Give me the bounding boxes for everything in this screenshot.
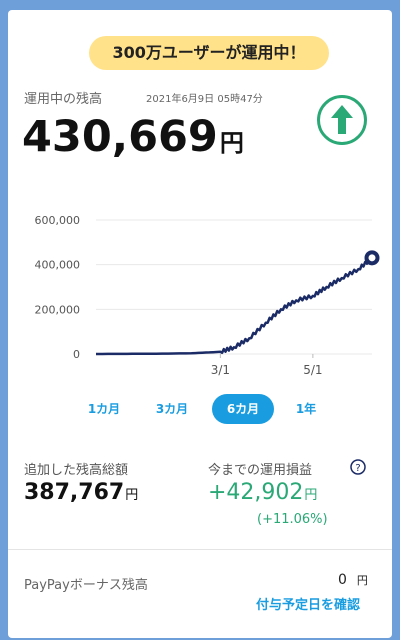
balance-value: 430,669: [22, 112, 218, 162]
chart-x-ticks: 3/1 5/1: [211, 354, 323, 377]
chart-grid: [96, 219, 372, 355]
period-tabs: 1カ月 3カ月 6カ月 1年: [78, 394, 338, 424]
chart-y-ticks: 600,000 400,000 200,000 0: [35, 214, 81, 361]
added-balance-value: 387,767: [24, 480, 125, 505]
y-tick-label: 400,000: [35, 259, 81, 272]
balance-timestamp: 2021年6月9日 05時47分: [146, 94, 263, 105]
bonus-balance-currency: 円: [356, 574, 368, 587]
balance-amount: 430,669円: [22, 112, 244, 162]
balance-label: 運用中の残高: [24, 92, 103, 107]
balance-chart: 600,000 400,000 200,000 0 3/1 5/1: [35, 214, 380, 377]
profit-loss-currency: 円: [304, 488, 318, 503]
x-tick-label: 3/1: [211, 363, 230, 377]
y-tick-label: 200,000: [35, 303, 81, 316]
added-balance-currency: 円: [125, 488, 139, 503]
profit-loss-percent: (+11.06%): [257, 512, 328, 527]
tab-3-months[interactable]: 3カ月: [155, 402, 189, 416]
users-banner: 300万ユーザーが運用中！: [89, 36, 329, 70]
balance-currency: 円: [219, 129, 244, 157]
banner-text: 300万ユーザーが運用中！: [112, 43, 306, 62]
help-icon[interactable]: ?: [350, 459, 366, 475]
investment-card: 300万ユーザーが運用中！ 運用中の残高 2021年6月9日 05時47分 43…: [8, 10, 392, 638]
bonus-balance-value: 0: [338, 572, 347, 588]
divider: [8, 549, 392, 550]
bonus-balance-label: PayPayボーナス残高: [24, 578, 148, 593]
profit-loss-value: +42,902: [208, 480, 304, 505]
added-balance-label: 追加した残高総額: [24, 463, 129, 478]
up-arrow-icon: [317, 95, 367, 145]
profit-loss-amount: +42,902円: [208, 480, 317, 505]
check-grant-date-link[interactable]: 付与予定日を確認: [256, 598, 361, 613]
x-tick-label: 5/1: [303, 363, 322, 377]
added-balance-amount: 387,767円: [24, 480, 138, 505]
tab-6-months[interactable]: 6カ月: [212, 394, 274, 424]
svg-text:?: ?: [355, 463, 360, 474]
y-tick-label: 0: [73, 348, 80, 361]
y-tick-label: 600,000: [35, 214, 81, 227]
chart-line: [96, 257, 374, 356]
tab-1-month[interactable]: 1カ月: [87, 402, 121, 416]
chart-end-point: [364, 250, 380, 266]
profit-loss-label: 今までの運用損益: [208, 463, 313, 478]
tab-1-year[interactable]: 1年: [295, 402, 317, 416]
